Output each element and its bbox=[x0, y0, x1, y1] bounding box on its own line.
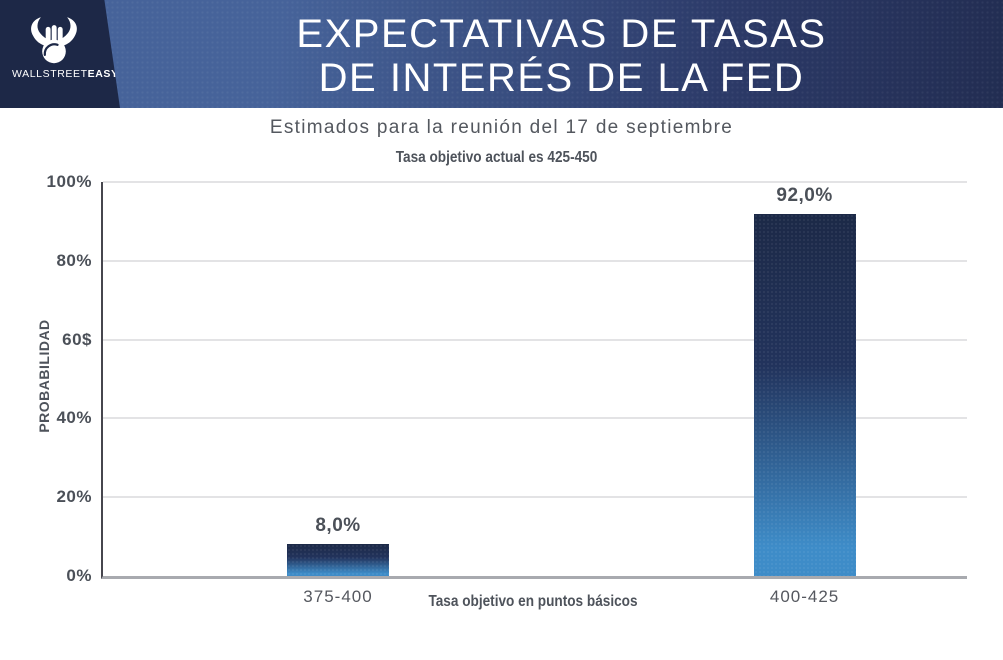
meeting-subtitle: Estimados para la reunión del 17 de sept… bbox=[269, 117, 734, 138]
gridline bbox=[103, 181, 967, 183]
gridline bbox=[103, 496, 967, 499]
brand-name: WALLSTREETEASY bbox=[12, 68, 119, 80]
x-tick-label: 375-400 bbox=[303, 587, 373, 606]
bar-value-label: 92,0% bbox=[776, 184, 833, 206]
x-tick-label: 400-425 bbox=[769, 587, 840, 606]
y-tick-label: 60$ bbox=[62, 329, 92, 349]
logo-panel: WALLSTREETEASY bbox=[0, 0, 120, 108]
chart-title: Tasa objetivo actual es 425-450 bbox=[395, 149, 598, 166]
y-tick-label: 100% bbox=[46, 172, 92, 191]
gridline bbox=[103, 338, 967, 341]
gridline bbox=[103, 259, 967, 262]
y-tick-label: 40% bbox=[56, 408, 92, 428]
y-tick-label: 20% bbox=[56, 487, 92, 507]
bar-group-375-400: 8,0% bbox=[287, 182, 389, 576]
header-banner: WALLSTREETEASY EXPECTATIVAS DE TASAS DE … bbox=[0, 0, 1003, 108]
bar-value-label: 8,0% bbox=[315, 515, 361, 537]
y-tick-label: 80% bbox=[56, 250, 92, 270]
probability-bar bbox=[753, 213, 856, 576]
plot-area: 8,0% 375-400 92,0% 400-425 bbox=[101, 181, 967, 606]
page-title: EXPECTATIVAS DE TASAS DE INTERÉS DE LA F… bbox=[120, 0, 1003, 110]
page-title-line1: EXPECTATIVAS DE TASAS bbox=[296, 12, 827, 56]
brand-name-regular: WALLSTREET bbox=[12, 68, 88, 80]
x-axis-title: Tasa objetivo en puntos básicos bbox=[428, 593, 638, 610]
y-tick-label: 0% bbox=[66, 566, 92, 585]
brand-name-bold: EASY bbox=[87, 68, 119, 80]
bar-group-400-425: 92,0% bbox=[753, 182, 856, 576]
gridline bbox=[103, 417, 967, 420]
y-axis-tick-labels: 100% 80% 60$ 40% 20% 0% bbox=[0, 172, 92, 585]
page-title-line2: DE INTERÉS DE LA FED bbox=[318, 56, 805, 100]
probability-bar bbox=[287, 544, 389, 576]
bull-fist-logo-icon bbox=[31, 17, 77, 64]
